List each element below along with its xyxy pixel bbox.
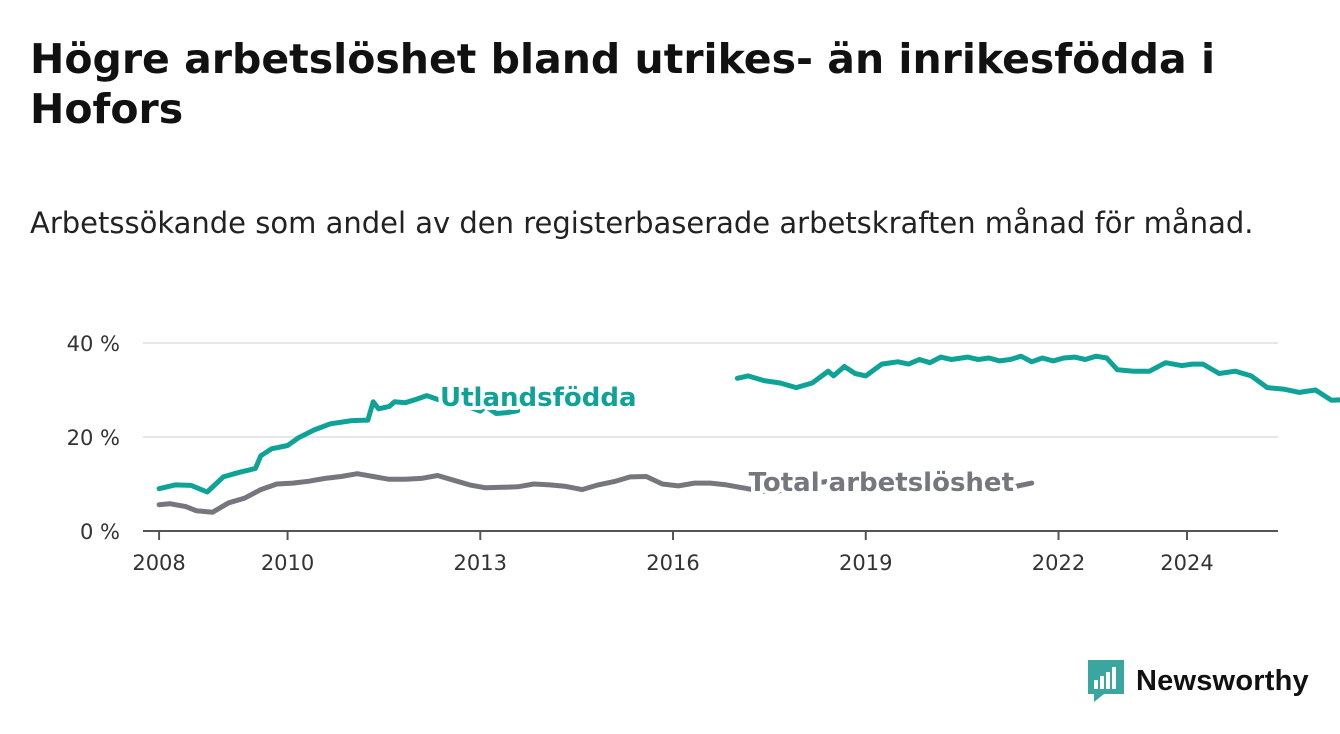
newsworthy-logo-icon — [1088, 660, 1124, 702]
newsworthy-logo-text: Newsworthy — [1136, 664, 1309, 697]
series-line-utlandsfodda — [734, 353, 1340, 403]
x-tick-label: 2024 — [1160, 551, 1213, 575]
y-tick-label: 40 % — [67, 332, 120, 356]
chart-title: Högre arbetslöshet bland utrikes- än inr… — [30, 35, 1215, 133]
gridlines — [143, 342, 1278, 532]
series-name-label: Total arbetslöshet — [749, 468, 1014, 498]
series-lines — [156, 353, 1340, 515]
chart-subtitle: Arbetssökande som andel av den registerb… — [30, 206, 1254, 240]
y-tick-label: 20 % — [67, 426, 120, 450]
series-line-utlandsfodda — [156, 393, 521, 495]
y-axis: 0 % 20 % 40 % — [67, 332, 120, 544]
x-axis: 2008 2010 2013 2016 2019 2022 2024 — [132, 531, 1214, 575]
x-tick-label: 2022 — [1032, 551, 1085, 575]
series-line-total — [156, 471, 1035, 515]
x-tick-label: 2013 — [454, 551, 507, 575]
x-tick-label: 2016 — [646, 551, 699, 575]
newsworthy-logo: Newsworthy — [1088, 660, 1309, 702]
x-tick-label: 2010 — [261, 551, 314, 575]
y-tick-label: 0 % — [80, 520, 120, 544]
series-name-label: Utlandsfödda — [440, 383, 637, 413]
x-tick-label: 2019 — [839, 551, 892, 575]
x-tick-label: 2008 — [132, 551, 185, 575]
